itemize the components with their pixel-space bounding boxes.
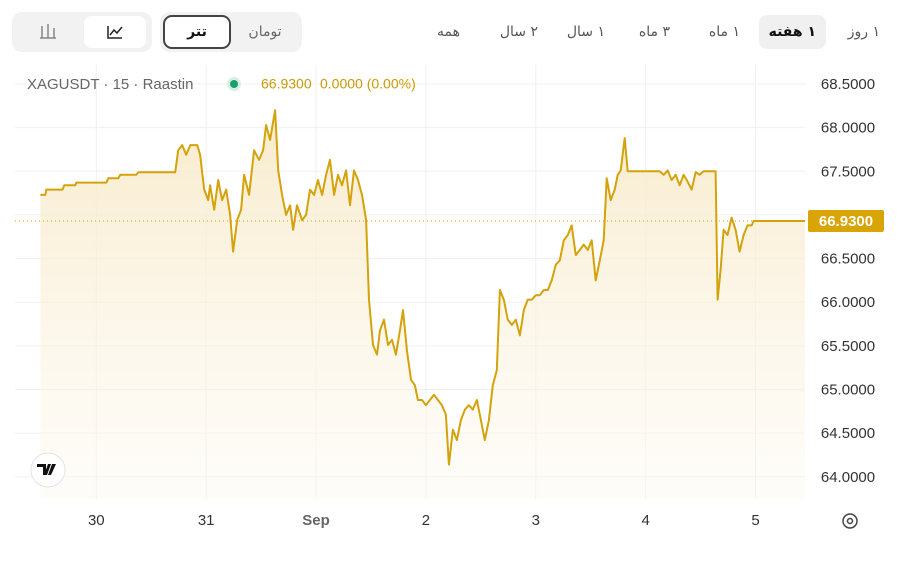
legend-change: 0.0000 (0.00%): [320, 76, 416, 92]
period-tab[interactable]: ۱ روز: [847, 24, 880, 40]
period-tab[interactable]: ۲ سال: [499, 24, 538, 40]
y-tick-label: 65.5000: [821, 338, 875, 355]
x-tick-label: 2: [422, 512, 430, 529]
y-tick-label: 66.0000: [821, 294, 875, 311]
x-tick-label: 3: [532, 512, 540, 529]
line-button[interactable]: [84, 16, 146, 48]
x-tick-label: 4: [642, 512, 650, 529]
legend-price: 66.9300: [261, 76, 312, 92]
last-price-badge: [808, 210, 884, 233]
y-tick-label: 68.5000: [821, 76, 875, 93]
legend-symbol: XAGUSDT · 15 · Raastin: [27, 76, 193, 93]
period-tab[interactable]: ۱ ماه: [708, 24, 740, 40]
last-price-label: 66.9300: [819, 213, 873, 230]
period-tab[interactable]: ۱ سال: [566, 24, 605, 40]
y-tick-label: 64.5000: [821, 425, 875, 442]
y-tick-label: 65.0000: [821, 381, 875, 398]
settings-icon[interactable]: [842, 513, 858, 529]
y-tick-label: 64.0000: [821, 469, 875, 486]
area: [40, 110, 805, 500]
period-tab[interactable]: ۱ هفته: [758, 15, 826, 49]
status-dot: [230, 80, 238, 88]
chart-style-group: [12, 12, 152, 52]
x-tick-label: Sep: [302, 512, 330, 529]
candle-button[interactable]: [18, 16, 78, 48]
period-tab[interactable]: همه: [437, 24, 460, 40]
x-tick-label: 5: [751, 512, 759, 529]
currency-option[interactable]: تتر: [163, 15, 231, 49]
y-tick-label: 67.5000: [821, 163, 875, 180]
y-tick-label: 66.5000: [821, 251, 875, 268]
currency-group: تومان تتر: [160, 12, 302, 52]
tv-logo-mark: [37, 464, 56, 475]
x-tick-label: 31: [198, 512, 215, 529]
settings-icon-center: [846, 517, 854, 525]
x-tick-label: 30: [88, 512, 105, 529]
candle-icon: [40, 24, 56, 39]
y-tick-label: 68.0000: [821, 120, 875, 137]
currency-option[interactable]: تومان: [248, 24, 282, 40]
line-icon: [107, 26, 123, 39]
period-tab[interactable]: ۳ ماه: [638, 24, 670, 40]
price-line: [40, 109, 805, 466]
